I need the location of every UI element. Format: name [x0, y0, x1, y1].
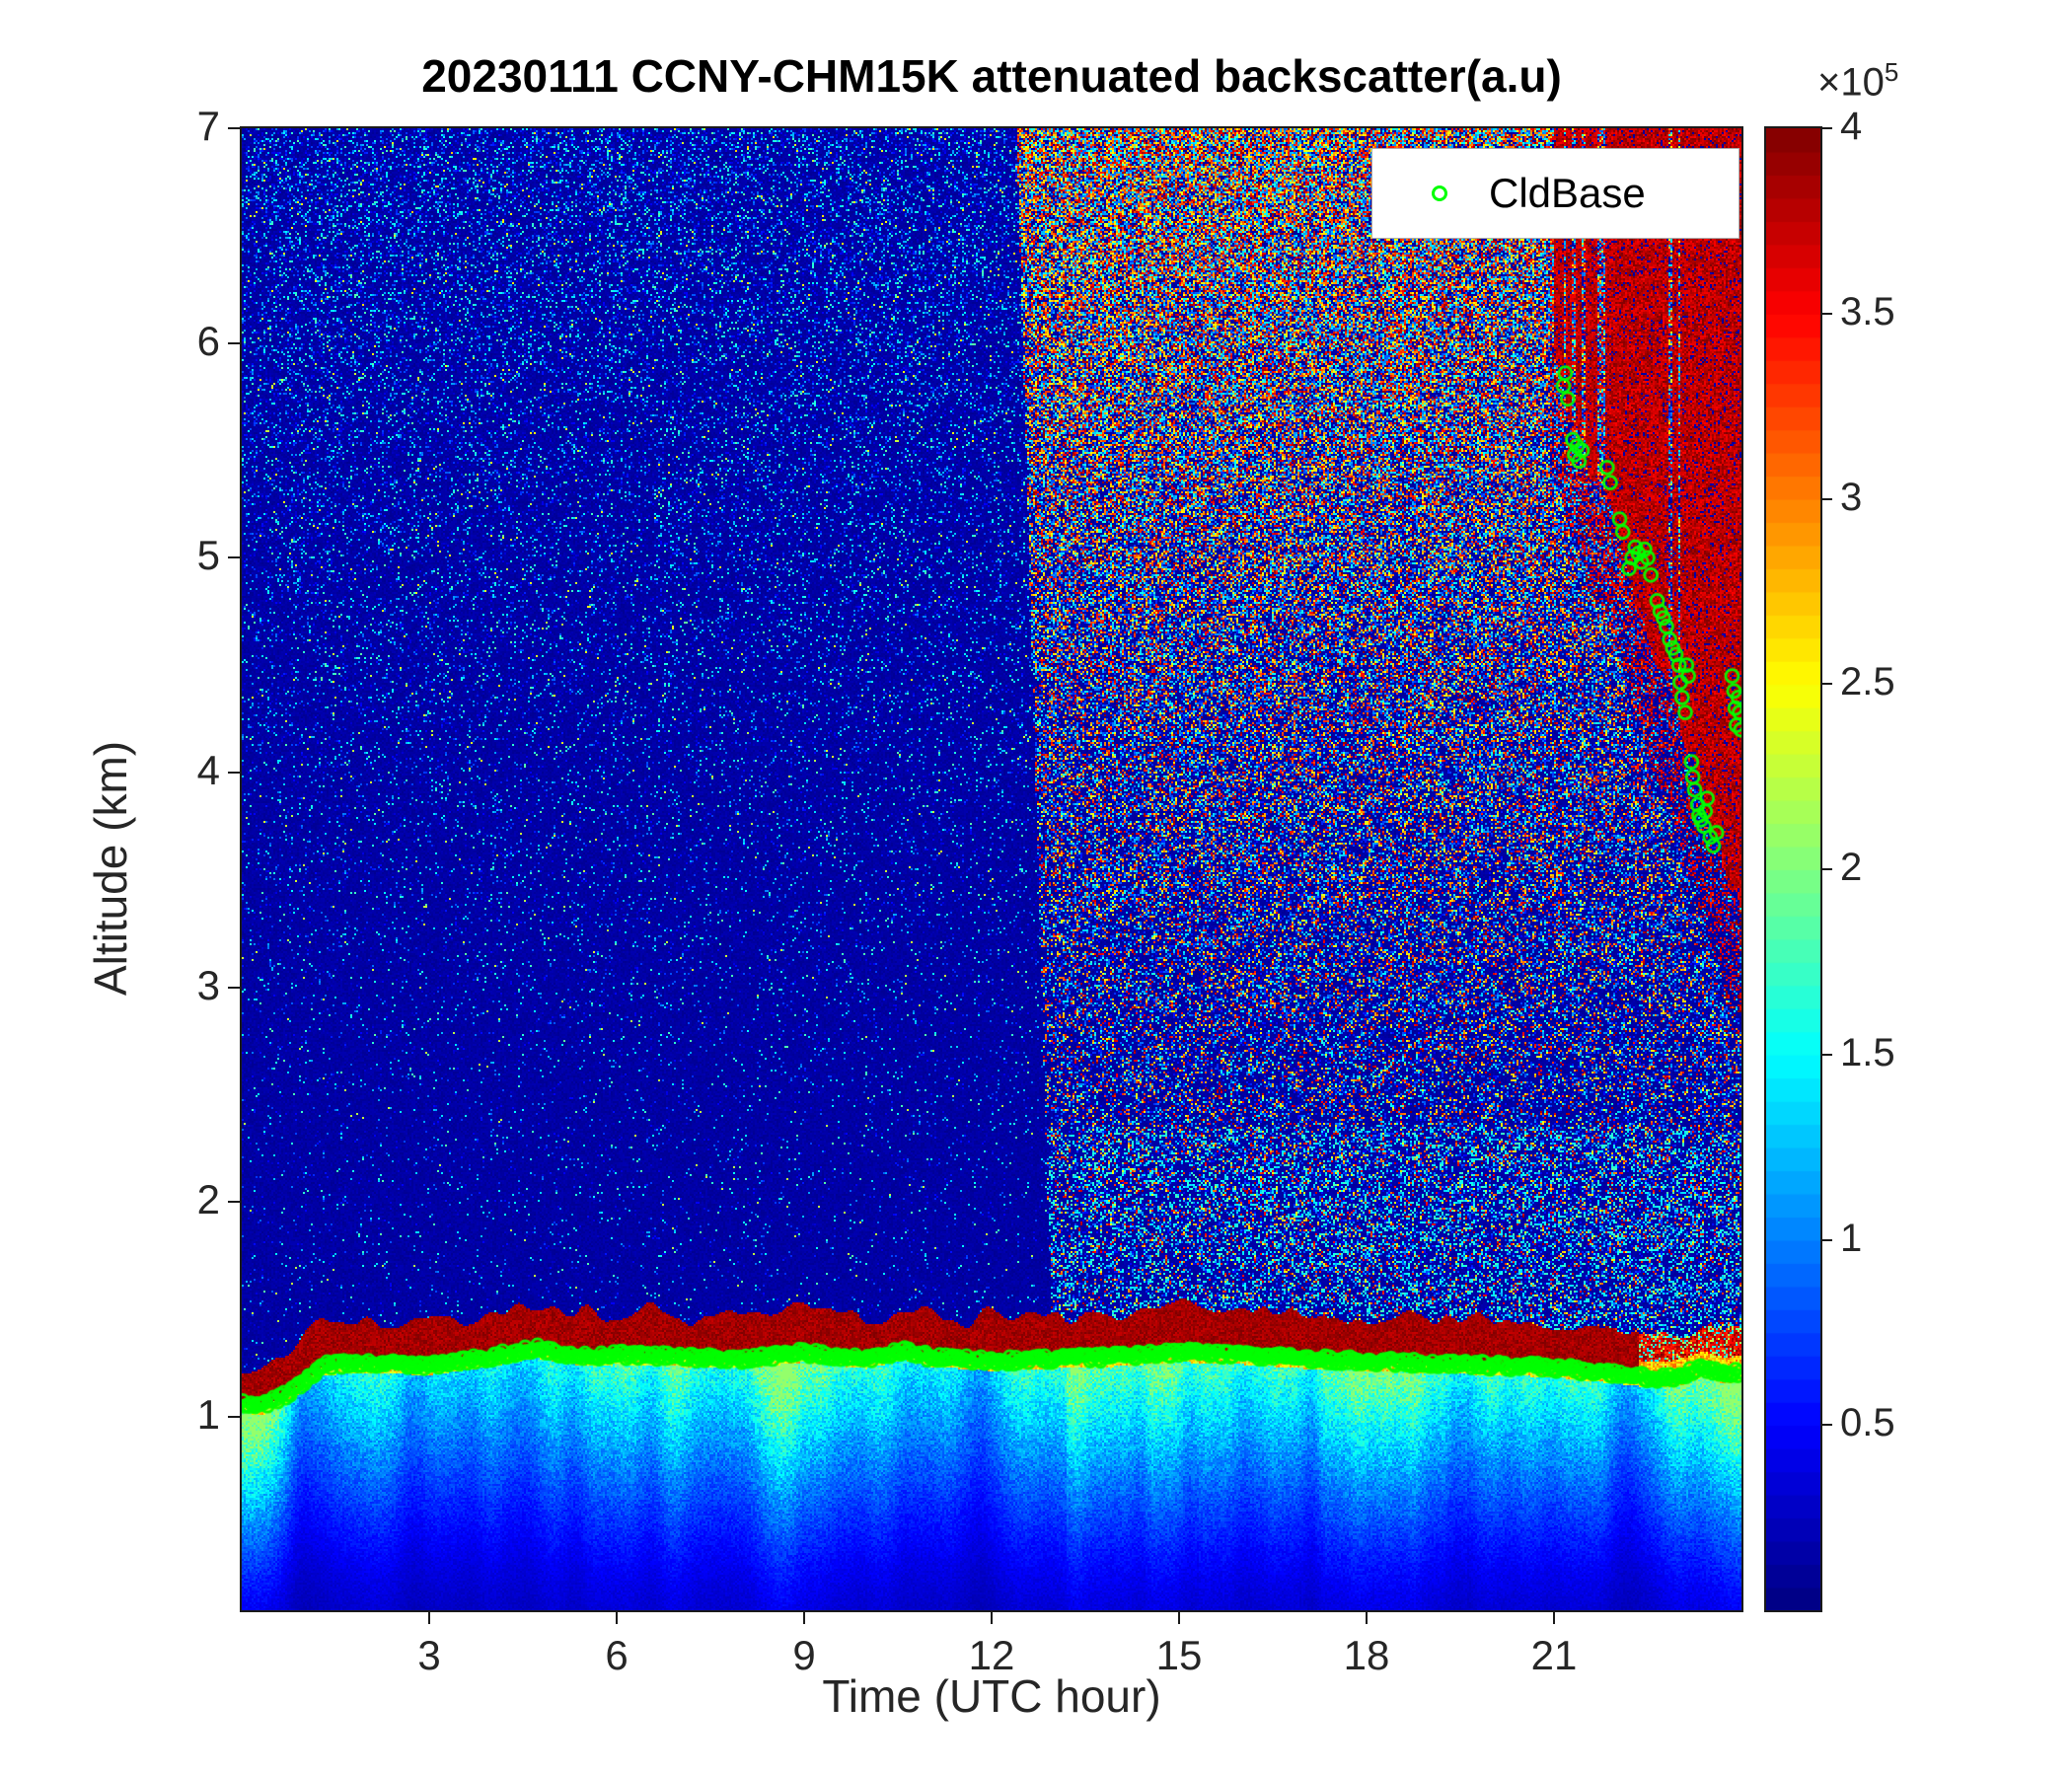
colorbar-tick-label: 4	[1840, 105, 1863, 148]
colorbar-tick-label: 2.5	[1840, 660, 1895, 704]
page-title: 20230111 CCNY-CHM15K attenuated backscat…	[421, 50, 1562, 102]
y-tick-label: 5	[196, 532, 220, 579]
y-tick-label: 4	[196, 747, 220, 794]
x-tick-label: 18	[1343, 1632, 1390, 1678]
x-tick-label: 21	[1530, 1632, 1578, 1678]
colorbar-tick-mark	[1822, 1053, 1832, 1056]
colorbar-tick-label: 3	[1840, 475, 1863, 519]
x-tick-mark	[803, 1612, 805, 1624]
colorbar-tick-mark	[1822, 1424, 1832, 1427]
x-tick-mark	[616, 1612, 618, 1624]
cldbase-circle-icon	[1432, 185, 1447, 201]
y-tick-mark	[228, 986, 240, 989]
x-tick-label: 15	[1155, 1632, 1203, 1678]
colorbar-gradient	[1766, 128, 1820, 1610]
colorbar-tick-label: 1.5	[1840, 1030, 1895, 1074]
cloudbase-markers-overlay	[242, 128, 1741, 1610]
x-tick-mark	[991, 1612, 993, 1624]
colorbar-exponent-power: 5	[1884, 57, 1899, 87]
colorbar-tick-mark	[1822, 1238, 1832, 1241]
colorbar-tick-mark	[1822, 127, 1832, 129]
y-tick-label: 1	[196, 1391, 220, 1439]
colorbar-tick-label: 1	[1840, 1216, 1863, 1260]
colorbar-exponent: ×105	[1817, 57, 1898, 105]
y-tick-label: 6	[196, 317, 220, 364]
y-tick-label: 2	[196, 1176, 220, 1223]
colorbar-tick-mark	[1822, 497, 1832, 500]
colorbar-tick-label: 3.5	[1840, 289, 1895, 333]
colorbar-tick-label: 2	[1840, 846, 1863, 889]
x-tick-mark	[428, 1612, 430, 1624]
colorbar-tick-mark	[1822, 683, 1832, 686]
legend: CldBase	[1371, 148, 1739, 239]
x-tick-label: 6	[605, 1632, 629, 1678]
x-tick-label: 9	[792, 1632, 816, 1678]
legend-label: CldBase	[1489, 170, 1646, 216]
x-tick-mark	[1366, 1612, 1368, 1624]
colorbar-exponent-prefix: ×10	[1817, 60, 1885, 105]
x-axis-label: Time (UTC hour)	[822, 1670, 1161, 1722]
y-tick-mark	[228, 127, 240, 129]
colorbar-tick-mark	[1822, 868, 1832, 870]
colorbar-tick-label: 0.5	[1840, 1401, 1895, 1445]
y-tick-mark	[228, 341, 240, 344]
x-tick-mark	[1178, 1612, 1180, 1624]
y-tick-mark	[228, 556, 240, 559]
y-tick-mark	[228, 1416, 240, 1419]
x-tick-label: 12	[968, 1632, 1015, 1678]
y-tick-label: 3	[196, 961, 220, 1008]
colorbar-tick-mark	[1822, 312, 1832, 315]
y-tick-mark	[228, 1201, 240, 1204]
y-tick-label: 7	[196, 103, 220, 149]
x-tick-label: 3	[417, 1632, 441, 1678]
y-tick-mark	[228, 772, 240, 775]
x-tick-mark	[1553, 1612, 1555, 1624]
